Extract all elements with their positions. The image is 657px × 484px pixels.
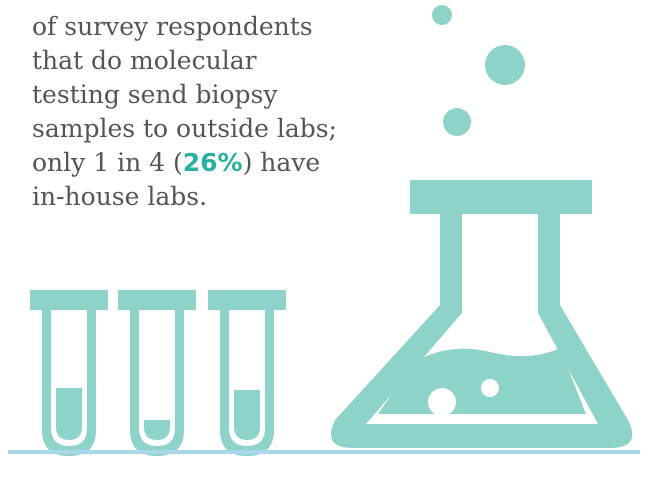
bubble	[432, 5, 452, 25]
test-tube	[208, 290, 286, 456]
text-line: only 1 in 4 (26%) have	[32, 146, 337, 180]
bubble	[485, 45, 525, 85]
text-line: in-house labs.	[32, 182, 208, 211]
test-tube	[30, 290, 108, 456]
test-tube	[118, 290, 196, 456]
bubbles	[432, 5, 525, 136]
bubble	[443, 108, 471, 136]
text-line: samples to outside labs;	[32, 114, 337, 143]
text-line: of survey respondents	[32, 12, 313, 41]
text-line: testing send biopsy	[32, 80, 278, 109]
text: ) have	[242, 148, 321, 177]
highlight: 26%	[182, 148, 243, 177]
text: only 1 in 4 (	[32, 148, 183, 177]
body-text: of survey respondents that do molecular …	[32, 10, 337, 214]
flask	[331, 180, 633, 448]
text-line: that do molecular	[32, 46, 257, 75]
test-tubes	[30, 290, 286, 456]
baseline	[8, 450, 640, 454]
